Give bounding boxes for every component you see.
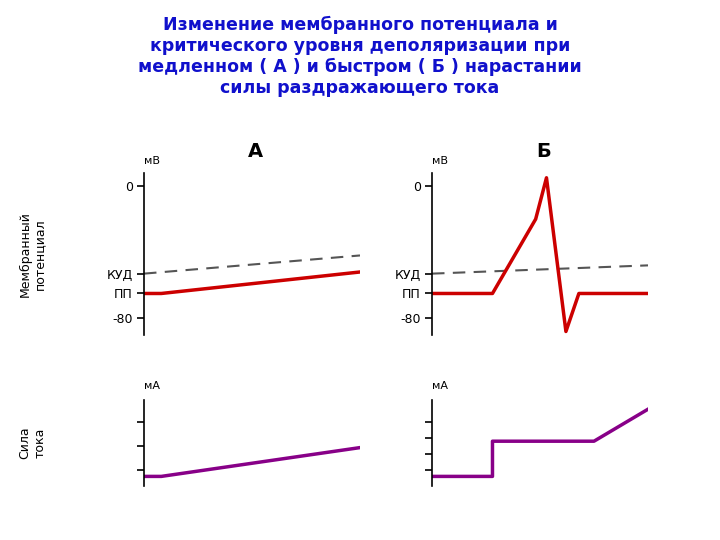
Text: мА: мА [432, 381, 448, 391]
Text: А: А [248, 141, 264, 160]
Text: Изменение мембранного потенциала и
критического уровня деполяризации при
медленн: Изменение мембранного потенциала и крити… [138, 16, 582, 97]
Text: мА: мА [144, 381, 160, 391]
Text: мВ: мВ [144, 156, 160, 166]
Text: Б: Б [536, 141, 551, 160]
Text: Мембранный
потенциал: Мембранный потенциал [19, 211, 46, 297]
Text: Сила
тока: Сила тока [19, 427, 46, 459]
Text: мВ: мВ [432, 156, 448, 166]
